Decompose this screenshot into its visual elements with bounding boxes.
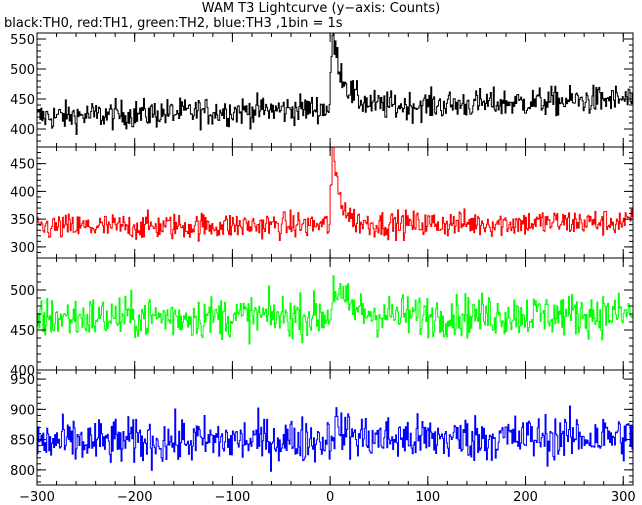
x-tick-label: 200: [513, 490, 538, 505]
y-tick-label-th3: 850: [10, 434, 35, 449]
y-tick-label-th2: 400: [10, 364, 35, 379]
y-tick-label-th0: 400: [10, 123, 35, 138]
x-tick-label: 300: [611, 490, 636, 505]
y-tick-label-th2: 500: [10, 284, 35, 299]
series-th1: [37, 147, 633, 242]
x-tick-label: −300: [19, 490, 55, 505]
y-tick-label-th3: 950: [10, 373, 35, 388]
y-tick-label-th3: 800: [10, 464, 35, 479]
y-tick-label-th1: 400: [10, 185, 35, 200]
x-tick-label: −100: [215, 490, 251, 505]
y-tick-label-th3: 900: [10, 403, 35, 418]
x-tick-label: 100: [415, 490, 440, 505]
y-tick-label-th1: 450: [10, 158, 35, 173]
chart-title: WAM T3 Lightcurve (y−axis: Counts): [201, 1, 441, 16]
y-tick-label-th2: 450: [10, 324, 35, 339]
y-tick-label-th1: 300: [10, 241, 35, 256]
chart-subtitle: black:TH0, red:TH1, green:TH2, blue:TH3 …: [4, 16, 343, 31]
y-tick-label-th0: 500: [10, 63, 35, 78]
x-tick-label: −200: [117, 490, 153, 505]
y-tick-label-th0: 450: [10, 93, 35, 108]
series-th3: [37, 405, 633, 472]
series-th2: [37, 275, 633, 345]
x-tick-label: 0: [326, 490, 334, 505]
series-th0: [37, 33, 633, 136]
y-tick-label-th1: 350: [10, 213, 35, 228]
y-tick-label-th0: 550: [10, 33, 35, 48]
